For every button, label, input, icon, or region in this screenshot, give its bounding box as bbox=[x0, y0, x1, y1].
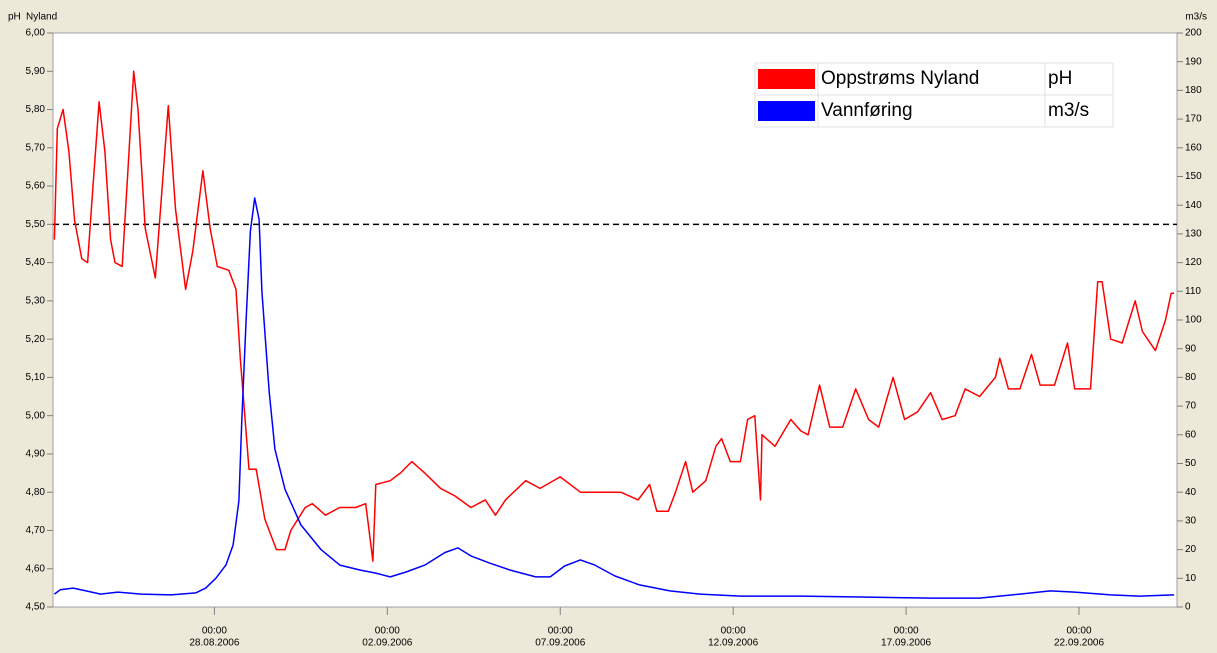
x-tick-label: 07.09.2006 bbox=[535, 638, 585, 649]
legend-unit: m3/s bbox=[1048, 100, 1089, 121]
y-tick-label: 5,00 bbox=[26, 410, 46, 421]
y2-tick-label: 10 bbox=[1185, 573, 1197, 584]
y-tick-label: 4,80 bbox=[26, 487, 46, 498]
y-tick-label: 4,60 bbox=[26, 563, 46, 574]
legend-unit: pH bbox=[1048, 68, 1072, 89]
x-tick-label: 28.08.2006 bbox=[189, 638, 239, 649]
x-tick-label: 00:00 bbox=[1066, 626, 1091, 637]
y2-tick-label: 160 bbox=[1185, 142, 1202, 153]
y2-tick-label: 50 bbox=[1185, 458, 1197, 469]
legend-label: Oppstrøms Nyland bbox=[821, 68, 979, 89]
x-tick-label: 12.09.2006 bbox=[708, 638, 758, 649]
series-line bbox=[53, 197, 1175, 599]
y-tick-label: 5,40 bbox=[26, 257, 46, 268]
legend-swatch bbox=[758, 101, 815, 121]
y2-tick-label: 150 bbox=[1185, 171, 1202, 182]
y2-tick-label: 30 bbox=[1185, 516, 1197, 527]
y-tick-label: 5,60 bbox=[26, 181, 46, 192]
y-tick-label: 5,20 bbox=[26, 334, 46, 345]
x-tick-label: 00:00 bbox=[894, 626, 919, 637]
legend: Oppstrøms Nyland pH Vannføring m3/s bbox=[754, 62, 1114, 128]
plot-area bbox=[52, 32, 1178, 608]
x-tick-label: 00:00 bbox=[202, 626, 227, 637]
y2-tick-label: 20 bbox=[1185, 544, 1197, 555]
y-tick-label: 4,50 bbox=[26, 602, 46, 613]
y2-tick-label: 70 bbox=[1185, 401, 1197, 412]
legend-swatch bbox=[758, 69, 815, 89]
y-tick-label: 5,70 bbox=[26, 142, 46, 153]
x-tick-label: 00:00 bbox=[721, 626, 746, 637]
y2-tick-label: 130 bbox=[1185, 229, 1202, 240]
y2-tick-label: 0 bbox=[1185, 602, 1191, 613]
legend-label: Vannføring bbox=[821, 100, 913, 121]
y2-tick-label: 80 bbox=[1185, 372, 1197, 383]
y2-tick-label: 40 bbox=[1185, 487, 1197, 498]
y2-axis-label: m3/s bbox=[1185, 12, 1207, 23]
y2-tick-label: 120 bbox=[1185, 257, 1202, 268]
y2-tick-label: 60 bbox=[1185, 429, 1197, 440]
x-tick-label: 02.09.2006 bbox=[362, 638, 412, 649]
y-tick-label: 5,10 bbox=[26, 372, 46, 383]
x-tick-label: 00:00 bbox=[548, 626, 573, 637]
y-tick-label: 5,80 bbox=[26, 104, 46, 115]
y-axis-label: pH bbox=[8, 12, 21, 23]
y-tick-label: 5,30 bbox=[26, 296, 46, 307]
x-tick-label: 22.09.2006 bbox=[1054, 638, 1104, 649]
y2-tick-label: 90 bbox=[1185, 343, 1197, 354]
series-line bbox=[53, 70, 1175, 562]
y-tick-label: 5,50 bbox=[26, 219, 46, 230]
y-tick-label: 4,70 bbox=[26, 525, 46, 536]
y2-tick-label: 170 bbox=[1185, 114, 1202, 125]
y-tick-label: 5,90 bbox=[26, 66, 46, 77]
y-tick-label: 6,00 bbox=[26, 28, 46, 39]
x-tick-label: 17.09.2006 bbox=[881, 638, 931, 649]
chart-title: Nyland bbox=[26, 12, 57, 23]
y2-tick-label: 140 bbox=[1185, 200, 1202, 211]
y2-tick-label: 180 bbox=[1185, 85, 1202, 96]
y-tick-label: 4,90 bbox=[26, 449, 46, 460]
y2-tick-label: 100 bbox=[1185, 315, 1202, 326]
y2-tick-label: 110 bbox=[1185, 286, 1201, 297]
x-tick-label: 00:00 bbox=[375, 626, 400, 637]
y2-tick-label: 190 bbox=[1185, 56, 1202, 67]
y2-tick-label: 200 bbox=[1185, 28, 1202, 39]
